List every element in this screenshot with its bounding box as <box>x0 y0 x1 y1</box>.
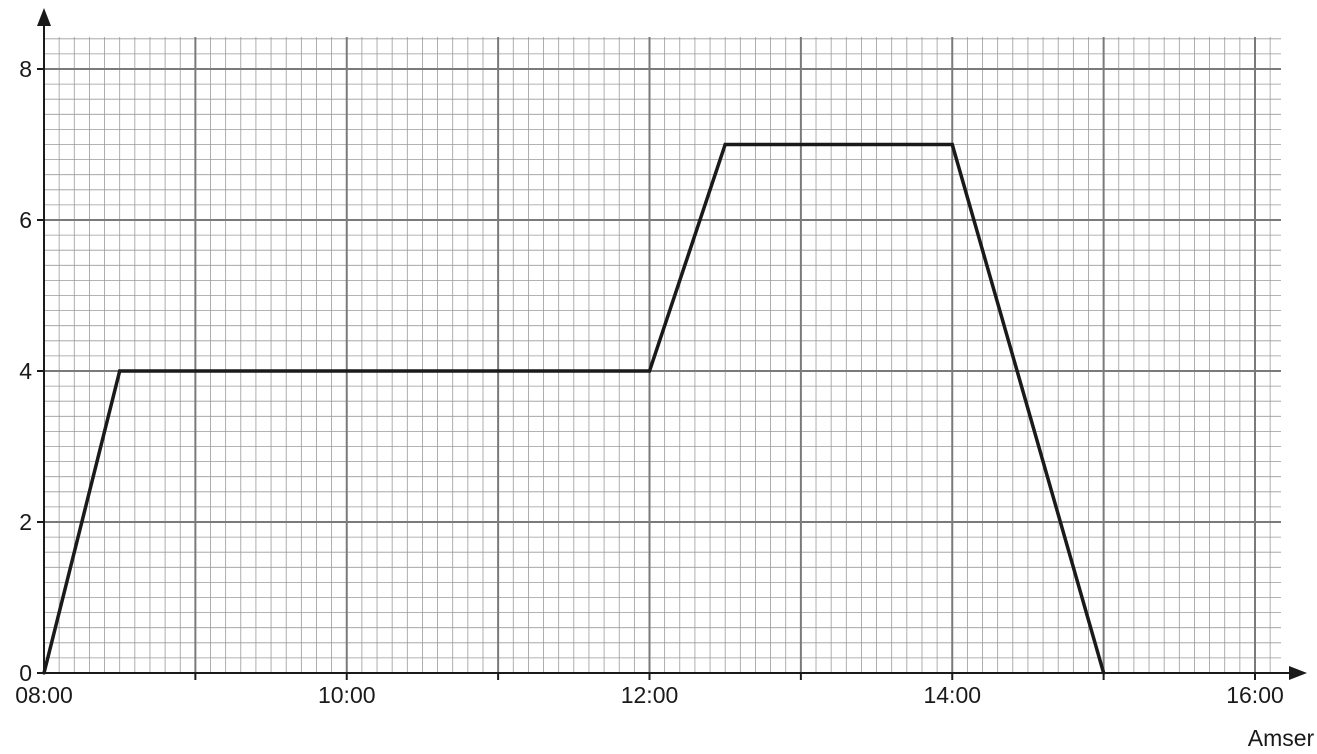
x-ticks: 08:00 10:00 12:00 14:00 16:00 <box>15 673 1284 708</box>
y-tick-label: 8 <box>19 56 32 82</box>
y-tick-label: 2 <box>19 509 32 535</box>
series-point <box>1102 671 1106 675</box>
series-point <box>950 142 954 147</box>
y-ticks: 0 2 4 6 8 <box>19 56 44 686</box>
x-tick-label: 08:00 <box>15 682 73 708</box>
axes <box>37 8 1307 680</box>
series-line <box>42 142 1106 674</box>
x-tick-label: 12:00 <box>621 682 679 708</box>
series-point <box>118 369 122 373</box>
series-point <box>42 671 46 675</box>
minor-grid <box>44 37 1281 673</box>
y-axis-arrow <box>37 8 51 26</box>
y-tick-label: 6 <box>19 207 32 233</box>
series-point <box>647 369 652 373</box>
series-point <box>723 142 727 147</box>
x-axis-arrow <box>1289 666 1307 680</box>
y-tick-label: 0 <box>19 660 32 686</box>
x-axis-title: Amser <box>1248 725 1315 751</box>
series-layer <box>42 142 1106 675</box>
y-tick-label: 4 <box>19 358 32 384</box>
x-tick-label: 10:00 <box>318 682 376 708</box>
major-grid <box>44 37 1281 673</box>
x-tick-label: 14:00 <box>923 682 981 708</box>
x-tick-label: 16:00 <box>1226 682 1284 708</box>
